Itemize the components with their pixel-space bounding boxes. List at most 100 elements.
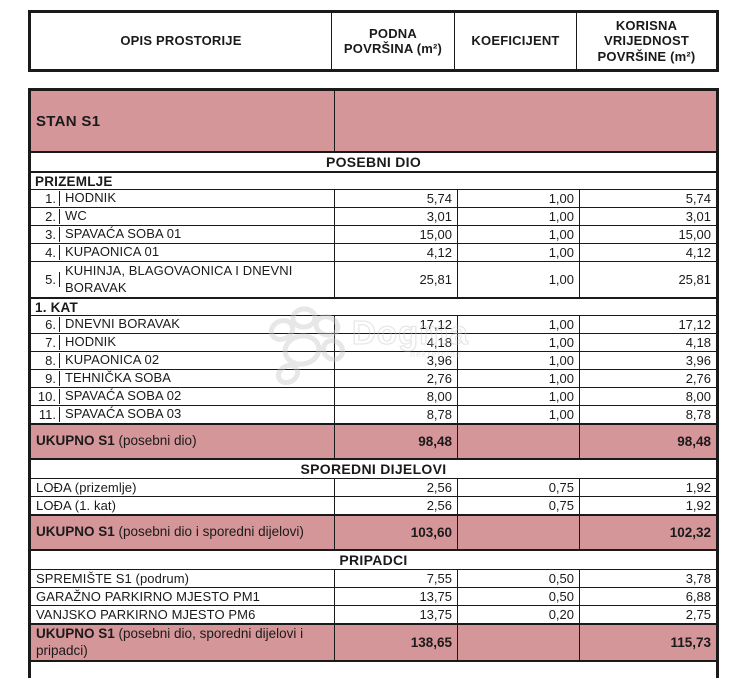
coefficient-cell: 0,20 [457, 606, 579, 623]
item-row: 10. SPAVAĆA SOBA 02 8,00 1,00 8,00 [31, 387, 716, 405]
room-name: SPAVAĆA SOBA 02 [65, 388, 182, 404]
section-row: PRIPADCI [31, 549, 716, 569]
coefficient-cell: 1,00 [457, 226, 579, 243]
total-label: UKUPNO S1 (posebni dio, sporedni dijelov… [36, 625, 304, 658]
section-label: SPOREDNI DIJELOVI [300, 461, 447, 477]
row-number: 8. [31, 353, 60, 368]
floor-label: 1. KAT [35, 299, 78, 315]
room-name: WC [65, 208, 87, 224]
useful-area-cell: 115,73 [579, 625, 716, 660]
item-row: 7. HODNIK 4,18 1,00 4,18 [31, 333, 716, 351]
area-table: STAN S1 POSEBNI DIO PRIZEMLJE 1. HODNIK 5,74… [28, 88, 719, 678]
column-header-opis-prostorije: OPIS PROSTORIJE [120, 33, 242, 49]
floor-label: PRIZEMLJE [35, 173, 113, 189]
floor-row: 1. KAT [31, 297, 716, 315]
useful-area-cell: 2,75 [579, 606, 716, 623]
room-name-cell: 7. HODNIK [31, 334, 334, 351]
area-cell: 3,01 [334, 208, 457, 225]
coefficient-cell: 1,00 [457, 334, 579, 351]
unit-title-spacer-cell [334, 91, 716, 151]
useful-area-cell: 3,78 [579, 570, 716, 587]
section-label: PRIPADCI [339, 552, 408, 568]
useful-area-cell: 98,48 [579, 425, 716, 458]
row-number: 2. [31, 209, 60, 224]
useful-area-cell: 4,18 [579, 334, 716, 351]
useful-area-cell: 4,12 [579, 244, 716, 261]
useful-area-cell: 2,76 [579, 370, 716, 387]
area-cell: 13,75 [334, 588, 457, 605]
row-number: 4. [31, 245, 60, 260]
area-cell: 2,56 [334, 497, 457, 514]
useful-area-cell: 17,12 [579, 316, 716, 333]
row-number: 5. [31, 272, 60, 287]
total-row: UKUPNO S1 (posebni dio i sporedni dijelo… [31, 514, 716, 549]
room-name-cell: 2. WC [31, 208, 334, 225]
room-name: SPAVAĆA SOBA 03 [65, 406, 182, 422]
area-cell: 15,00 [334, 226, 457, 243]
room-name: HODNIK [65, 334, 117, 350]
useful-area-cell: 8,00 [579, 388, 716, 405]
room-name-cell: LOĐA (prizemlje) [36, 480, 137, 495]
area-cell: 8,78 [334, 406, 457, 423]
total-label-cell: UKUPNO S1 (posebni dio i sporedni dijelo… [31, 516, 334, 549]
item-row: 5. KUHINJA, BLAGOVAONICA I DNEVNI BORAVAK… [31, 261, 716, 297]
column-header-koeficijent: KOEFICIJENT [454, 13, 576, 69]
item-row: 3. SPAVAĆA SOBA 01 15,00 1,00 15,00 [31, 225, 716, 243]
coefficient-cell: 1,00 [457, 208, 579, 225]
room-name-cell: 6. DNEVNI BORAVAK [31, 316, 334, 333]
area-cell: 7,55 [334, 570, 457, 587]
area-cell: 2,76 [334, 370, 457, 387]
plain-row: LOĐA (1. kat) 2,56 0,75 1,92 [31, 496, 716, 514]
row-number: 11. [31, 407, 60, 422]
total-label: UKUPNO S1 (posebni dio) [36, 433, 197, 449]
row-number: 1. [31, 191, 60, 206]
total-row: UKUPNO S1 (posebni dio) 98,48 98,48 [31, 423, 716, 458]
area-cell: 98,48 [334, 425, 457, 458]
coefficient-cell: 0,50 [457, 588, 579, 605]
coefficient-cell: 1,00 [457, 406, 579, 423]
room-name: SPAVAĆA SOBA 01 [65, 226, 182, 242]
coefficient-cell [457, 625, 579, 660]
room-name: KUHINJA, BLAGOVAONICA I DNEVNI BORAVAK [65, 263, 293, 295]
area-cell: 17,12 [334, 316, 457, 333]
room-name: KUPAONICA 02 [65, 352, 160, 368]
useful-area-cell: 1,92 [579, 497, 716, 514]
useful-area-cell: 8,78 [579, 406, 716, 423]
room-name-cell: SPREMIŠTE S1 (podrum) [36, 571, 190, 586]
unit-title: STAN S1 [36, 112, 101, 130]
partial-next-row [31, 660, 716, 678]
area-cell: 138,65 [334, 625, 457, 660]
column-header-korisna-vrijednost: KORISNA VRIJEDNOST POVRŠINE (m²) [576, 13, 716, 69]
room-name-cell: VANJSKO PARKIRNO MJESTO PM6 [36, 607, 256, 622]
room-name-cell: 9. TEHNIČKA SOBA [31, 370, 334, 387]
area-cell: 103,60 [334, 516, 457, 549]
room-name: HODNIK [65, 190, 117, 206]
row-number: 6. [31, 317, 60, 332]
room-name-cell: 5. KUHINJA, BLAGOVAONICA I DNEVNI BORAVAK [31, 262, 334, 297]
area-cell: 2,56 [334, 479, 457, 496]
item-row: 2. WC 3,01 1,00 3,01 [31, 207, 716, 225]
room-name-cell: 4. KUPAONICA 01 [31, 244, 334, 261]
item-row: 6. DNEVNI BORAVAK 17,12 1,00 17,12 [31, 315, 716, 333]
useful-area-cell: 6,88 [579, 588, 716, 605]
room-name: DNEVNI BORAVAK [65, 316, 181, 332]
room-name-cell: 3. SPAVAĆA SOBA 01 [31, 226, 334, 243]
plain-row: VANJSKO PARKIRNO MJESTO PM6 13,75 0,20 2,75 [31, 605, 716, 623]
useful-area-cell: 5,74 [579, 190, 716, 207]
useful-area-cell: 3,96 [579, 352, 716, 369]
item-row: 11. SPAVAĆA SOBA 03 8,78 1,00 8,78 [31, 405, 716, 423]
item-row: 4. KUPAONICA 01 4,12 1,00 4,12 [31, 243, 716, 261]
area-cell: 13,75 [334, 606, 457, 623]
plain-row: GARAŽNO PARKIRNO MJESTO PM1 13,75 0,50 6,88 [31, 587, 716, 605]
coefficient-cell: 1,00 [457, 244, 579, 261]
useful-area-cell: 102,32 [579, 516, 716, 549]
coefficient-cell: 0,75 [457, 479, 579, 496]
area-cell: 4,18 [334, 334, 457, 351]
coefficient-cell: 1,00 [457, 352, 579, 369]
unit-title-row: STAN S1 [31, 91, 716, 151]
coefficient-cell: 1,00 [457, 388, 579, 405]
coefficient-cell: 1,00 [457, 370, 579, 387]
floor-row: PRIZEMLJE [31, 171, 716, 189]
coefficient-cell: 1,00 [457, 316, 579, 333]
